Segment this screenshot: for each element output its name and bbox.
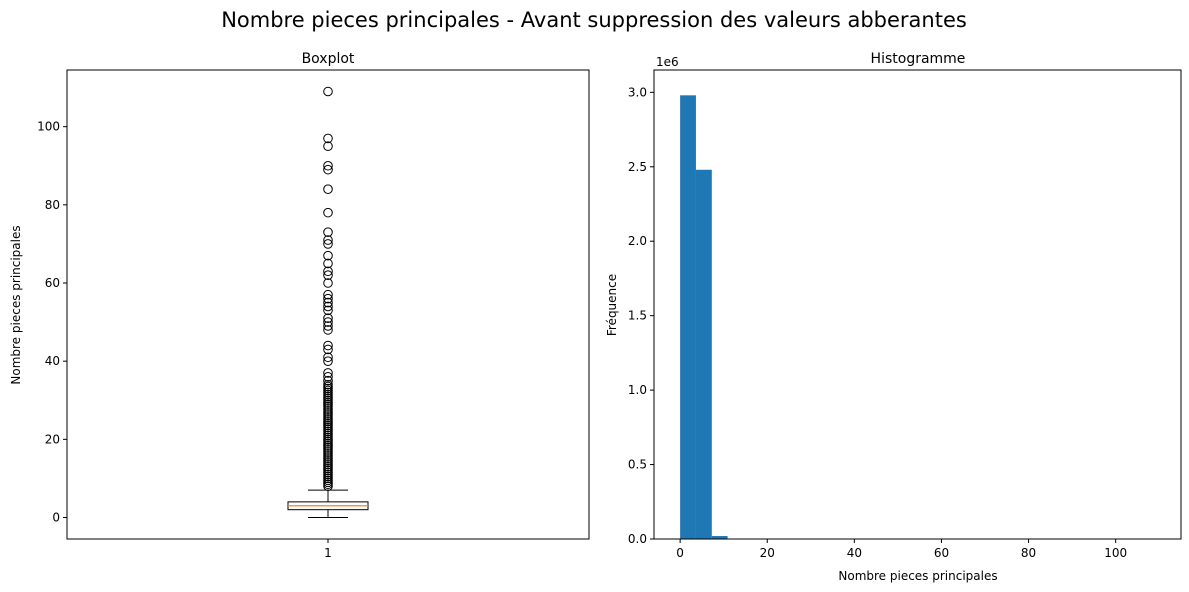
boxplot-outlier-point bbox=[323, 278, 333, 288]
boxplot-y-tick-label: 80 bbox=[45, 198, 60, 212]
histogram-y-tick-label: 0.0 bbox=[628, 532, 647, 546]
histogram-y-tick-label: 1.0 bbox=[628, 383, 647, 397]
histogram-y-axis-label: Fréquence bbox=[605, 274, 619, 336]
boxplot-outlier-point bbox=[323, 164, 333, 175]
histogram-x-tick-label: 0 bbox=[676, 546, 684, 560]
histogram-panel: Histogramme 1e6 0.0 0.5 1.0 1.5 2.0 2.5 3.0 0 2… bbox=[605, 51, 1182, 583]
histogram-y-tick-label: 2.5 bbox=[628, 160, 647, 174]
boxplot-outlier-point bbox=[323, 250, 333, 261]
histogram-x-tick-label: 60 bbox=[934, 546, 949, 560]
boxplot-y-axis-label: Nombre pieces principales bbox=[9, 225, 23, 384]
boxplot-outlier-point bbox=[323, 235, 333, 245]
boxplot-outlier-point bbox=[323, 321, 333, 331]
histogram-frame bbox=[653, 69, 1182, 540]
histogram-y-axis: 0.0 0.5 1.0 1.5 2.0 2.5 3.0 bbox=[628, 85, 654, 546]
boxplot-y-tick-label: 20 bbox=[45, 432, 60, 446]
histogram-title: Histogramme bbox=[871, 51, 966, 67]
histogram-y-tick-label: 3.0 bbox=[628, 85, 647, 99]
boxplot-frame bbox=[66, 69, 590, 540]
histogram-y-tick-label: 1.5 bbox=[628, 309, 647, 323]
boxplot-outlier-point bbox=[323, 86, 333, 97]
boxplot-outlier-point bbox=[323, 356, 333, 366]
boxplot-y-tick-label: 100 bbox=[37, 120, 60, 134]
boxplot-outlier-point bbox=[323, 297, 333, 308]
boxplot-outlier-point bbox=[323, 293, 333, 304]
boxplot-outlier-point bbox=[323, 270, 333, 280]
histogram-bar bbox=[711, 536, 728, 539]
boxplot-outlier-point bbox=[323, 160, 333, 171]
histogram-y-tick-label: 0.5 bbox=[628, 458, 647, 472]
boxplot-outlier-point bbox=[323, 184, 333, 195]
figure-title: Nombre pieces principales - Avant suppre… bbox=[221, 8, 967, 32]
boxplot-outlier-point bbox=[323, 301, 333, 312]
boxplot-outlier-point bbox=[323, 352, 333, 363]
boxplot-y-tick-label: 60 bbox=[45, 276, 60, 290]
boxplot-outlier-point bbox=[323, 227, 333, 237]
histogram-x-tick-label: 100 bbox=[1104, 546, 1127, 560]
boxplot-outlier-point bbox=[323, 133, 333, 144]
boxplot-outlier-point bbox=[323, 375, 333, 386]
boxplot-outlier-point bbox=[323, 379, 333, 390]
boxplot-outlier-point bbox=[323, 239, 333, 249]
boxplot-outlier-point bbox=[323, 344, 333, 355]
histogram-y-offset-label: 1e6 bbox=[656, 55, 679, 69]
histogram-x-tick-label: 80 bbox=[1021, 546, 1036, 560]
histogram-x-tick-label: 40 bbox=[847, 546, 862, 560]
histogram-bar bbox=[680, 95, 696, 540]
boxplot-outlier-point bbox=[323, 313, 333, 323]
boxplot-y-tick-label: 40 bbox=[45, 354, 60, 368]
boxplot-y-tick-label: 0 bbox=[52, 511, 60, 525]
boxplot-outlier-point bbox=[323, 340, 333, 351]
boxplot-outlier-point bbox=[323, 305, 333, 316]
boxplot-x-axis: 1 bbox=[324, 539, 332, 560]
boxplot-x-tick-label: 1 bbox=[324, 546, 332, 560]
boxplot-plot-area bbox=[287, 86, 369, 519]
boxplot-title: Boxplot bbox=[302, 51, 355, 67]
boxplot-y-axis: 0 20 40 60 80 100 bbox=[37, 120, 67, 525]
boxplot-panel: Boxplot 0 20 40 60 80 100 1 Nombre pieces pri… bbox=[9, 51, 590, 560]
histogram-y-tick-label: 2.0 bbox=[628, 234, 647, 248]
boxplot-outlier-point bbox=[323, 141, 333, 152]
boxplot-outlier-point bbox=[323, 266, 333, 277]
boxplot-outlier-point bbox=[323, 372, 333, 382]
boxplot-outlier-point bbox=[323, 207, 333, 218]
histogram-x-axis: 0 20 40 60 80 100 bbox=[676, 539, 1127, 560]
histogram-x-axis-label: Nombre pieces principales bbox=[838, 569, 997, 583]
histogram-x-tick-label: 20 bbox=[760, 546, 775, 560]
boxplot-outlier-point bbox=[323, 317, 333, 327]
boxplot-outlier-point bbox=[323, 289, 333, 300]
histogram-bar bbox=[695, 169, 712, 539]
boxplot-outlier-point bbox=[323, 368, 333, 378]
histogram-plot-area bbox=[680, 95, 1155, 540]
boxplot-outlier-point bbox=[323, 258, 333, 269]
boxplot-outlier-point bbox=[323, 325, 333, 335]
